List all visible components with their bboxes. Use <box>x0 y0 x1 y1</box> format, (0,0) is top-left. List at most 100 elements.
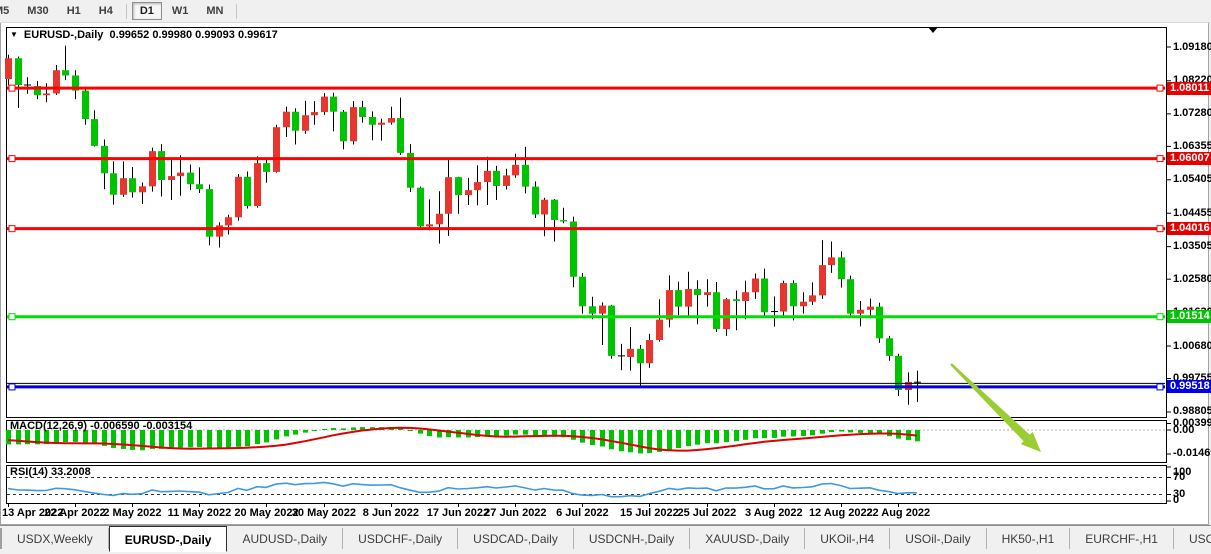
candle-body <box>685 289 692 307</box>
macd-bar <box>877 430 882 435</box>
timeframe-button-m5[interactable]: M5 <box>0 5 10 17</box>
macd-bar <box>513 430 518 435</box>
line-handle[interactable] <box>8 383 16 391</box>
timeframe-button-h1[interactable]: H1 <box>66 5 81 17</box>
price-badge-1.08011: 1.08011 <box>1167 81 1211 95</box>
candle-body <box>330 96 337 112</box>
candle-body <box>675 290 682 307</box>
tab-xauusd-daily[interactable]: XAUUSD-,Daily <box>690 528 806 549</box>
candle <box>886 335 893 361</box>
tab-usoil-h4[interactable]: USOil-,H4 <box>1174 528 1211 549</box>
tab-usdcad-daily[interactable]: USDCAD-,Daily <box>458 528 574 549</box>
timeframe-toolbar: M5 M30 H1 H4 D1 W1 MN <box>0 0 1211 23</box>
date-tick-label: 22 Apr 2022 <box>44 507 106 519</box>
candle <box>120 161 127 197</box>
macd-bar <box>35 430 40 445</box>
candle <box>235 173 242 221</box>
candle-body <box>177 172 184 177</box>
candle-body <box>809 295 816 302</box>
timeframe-button-d1[interactable]: D1 <box>131 2 162 20</box>
candle <box>608 304 615 359</box>
candle <box>407 144 414 192</box>
line-handle[interactable] <box>8 84 16 92</box>
candle <box>780 280 787 317</box>
candle-body <box>790 283 797 307</box>
tab-audusd-daily[interactable]: AUDUSD-,Daily <box>227 528 344 549</box>
candle-body <box>512 164 519 176</box>
candle <box>532 181 539 218</box>
candle <box>809 282 816 305</box>
tab-usdchf-daily[interactable]: USDCHF-,Daily <box>343 528 459 549</box>
date-tick-label: 17 Jun 2022 <box>426 507 490 519</box>
macd-bar <box>628 430 633 453</box>
line-handle[interactable] <box>8 155 16 163</box>
trend-arrow-annotation[interactable] <box>950 363 1041 452</box>
date-tick-label: 22 Aug 2022 <box>866 507 931 519</box>
timeframe-button-w1[interactable]: W1 <box>171 5 189 17</box>
candle-body <box>637 348 644 364</box>
tab-hk50-h1[interactable]: HK50-,H1 <box>987 528 1071 549</box>
candle <box>311 101 318 125</box>
candle <box>905 372 912 405</box>
timeframe-button-h4[interactable]: H4 <box>98 5 113 17</box>
macd-bar <box>178 430 183 448</box>
candle-body <box>273 127 280 172</box>
candle <box>110 161 117 205</box>
horizontal-line-1.08011[interactable] <box>7 84 1165 92</box>
candle <box>187 164 194 191</box>
macd-bar <box>312 430 317 431</box>
candle <box>503 168 510 190</box>
line-handle[interactable] <box>1156 225 1164 233</box>
macd-bar <box>657 430 662 452</box>
date-tick-label: 27 Jun 2022 <box>484 507 547 519</box>
line-handle[interactable] <box>1156 84 1164 92</box>
macd-bar <box>293 430 298 435</box>
chart-title: ▼ EURUSD-,Daily 0.99652 0.99980 0.99093 0… <box>10 29 278 41</box>
candle <box>5 54 12 86</box>
candle <box>378 118 385 141</box>
line-handle[interactable] <box>1156 155 1164 163</box>
price-tick-label: 1.02580 <box>1173 272 1211 285</box>
candle <box>541 197 548 237</box>
tab-usoil-daily[interactable]: USOil-,Daily <box>890 528 987 549</box>
line-handle[interactable] <box>8 225 16 233</box>
tab-eurusd-daily[interactable]: EURUSD-,Daily <box>108 526 228 552</box>
candle <box>273 124 280 173</box>
tab-usdcnh-daily[interactable]: USDCNH-,Daily <box>574 528 691 549</box>
candle-body <box>752 278 759 293</box>
candle <box>685 271 692 317</box>
macd-bar <box>868 430 873 434</box>
candle-body <box>532 186 539 215</box>
macd-bar <box>322 428 327 430</box>
horizontal-line-1.06007[interactable] <box>7 155 1165 163</box>
candle <box>53 64 60 95</box>
tab-ukoil-h4[interactable]: UKOil-,H4 <box>805 528 891 549</box>
line-handle[interactable] <box>8 313 16 321</box>
timeframe-buttons: M5 M30 H1 H4 D1 W1 MN <box>0 2 241 20</box>
macd-bar <box>418 430 423 434</box>
candle-body <box>206 189 213 237</box>
price-badge-1.04016: 1.04016 <box>1167 222 1211 236</box>
line-handle[interactable] <box>1156 313 1164 321</box>
macd-bar <box>772 430 777 438</box>
line-handle[interactable] <box>1156 383 1164 391</box>
timeframe-button-mn[interactable]: MN <box>206 5 224 17</box>
timeframe-button-m30[interactable]: M30 <box>27 5 49 17</box>
date-tick-label: 20 May 2022 <box>234 507 299 519</box>
candle-body <box>129 178 136 193</box>
chart-shift-marker[interactable] <box>928 27 938 33</box>
rsi-tick-label: 30 <box>1173 488 1186 500</box>
horizontal-line-0.99518[interactable] <box>7 383 1165 391</box>
candle-body <box>417 187 424 227</box>
symbol-dropdown-icon[interactable]: ▼ <box>10 30 18 39</box>
tab-usdx-weekly[interactable]: USDX,Weekly <box>2 528 109 549</box>
macd-bar <box>264 430 269 443</box>
horizontal-line-1.04016[interactable] <box>7 225 1165 233</box>
candle-body <box>666 290 673 320</box>
tab-eurchf-h1[interactable]: EURCHF-,H1 <box>1070 528 1174 549</box>
candle-body <box>445 177 452 214</box>
candle <box>474 165 481 206</box>
horizontal-line-1.01514[interactable] <box>7 313 1165 321</box>
candle <box>82 88 89 125</box>
